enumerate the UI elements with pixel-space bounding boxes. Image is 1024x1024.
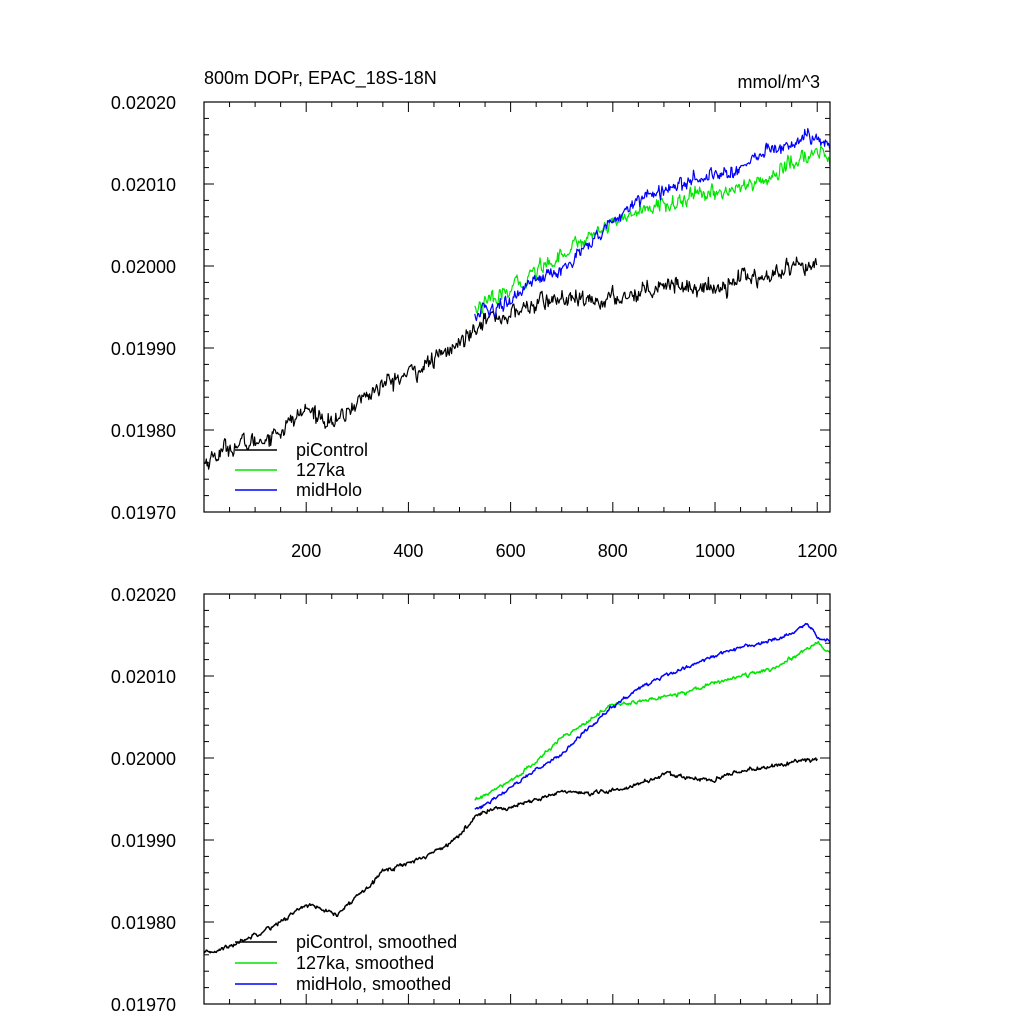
series-line-picontrol xyxy=(203,757,818,954)
y-tick-label: 0.02010 xyxy=(111,667,176,687)
series-line-127ka xyxy=(474,640,831,801)
series-line-picontrol xyxy=(203,256,818,470)
y-tick-label: 0.02000 xyxy=(111,257,176,277)
legend-label: piControl, smoothed xyxy=(296,932,457,952)
series-line-midholo xyxy=(474,622,831,810)
legend-label: 127ka, smoothed xyxy=(296,953,434,973)
x-tick-label: 600 xyxy=(496,541,526,561)
x-tick-label: 400 xyxy=(393,541,423,561)
y-tick-label: 0.02010 xyxy=(111,175,176,195)
plot-frame xyxy=(203,101,831,513)
smoothed-panel: 0.01970 0.01980 0.01990 0.02000 0.02010 0.020… xyxy=(111,585,831,1015)
y-tick-label: 0.01970 xyxy=(111,995,176,1015)
y-tick-label: 0.02000 xyxy=(111,749,176,769)
y-tick-label: 0.01990 xyxy=(111,339,176,359)
y-tick-label: 0.01980 xyxy=(111,421,176,441)
legend-label: midHolo, smoothed xyxy=(296,974,451,994)
chart-title: 800m DOPr, EPAC_18S-18N xyxy=(204,68,437,89)
x-tick-label: 1000 xyxy=(695,541,735,561)
x-tick-label: 200 xyxy=(291,541,321,561)
legend-label: midHolo xyxy=(296,480,362,500)
x-tick-label: 800 xyxy=(598,541,628,561)
y-tick-label: 0.01970 xyxy=(111,503,176,523)
legend-label: piControl xyxy=(296,440,368,460)
y-tick-label: 0.02020 xyxy=(111,585,176,605)
legend-label: 127ka xyxy=(296,460,346,480)
series-line-midholo xyxy=(474,127,831,322)
plot-frame xyxy=(203,593,831,1005)
y-tick-label: 0.01990 xyxy=(111,831,176,851)
units-label: mmol/m^3 xyxy=(738,72,820,92)
y-tick-label: 0.02020 xyxy=(111,93,176,113)
y-tick-label: 0.01980 xyxy=(111,913,176,933)
raw-panel: 0.01970 0.01980 0.01990 0.02000 0.02010 0.020… xyxy=(111,93,837,561)
series-line-127ka xyxy=(474,145,831,315)
x-tick-label: 1200 xyxy=(797,541,837,561)
